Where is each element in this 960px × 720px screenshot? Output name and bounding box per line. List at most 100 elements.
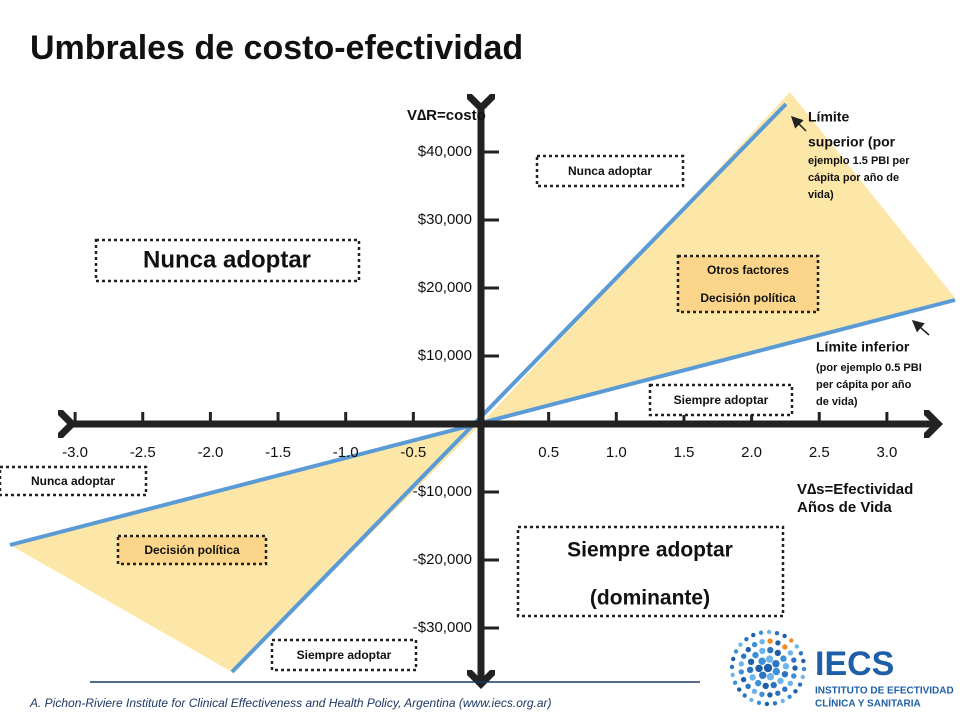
logo-dot bbox=[764, 701, 770, 707]
box bbox=[94, 238, 361, 283]
logo-dot bbox=[746, 666, 754, 673]
logo-dot bbox=[800, 674, 805, 680]
box bbox=[0, 465, 148, 497]
region-label: Decisión política bbox=[700, 291, 796, 305]
logo-dot bbox=[758, 657, 766, 665]
logo-dot bbox=[780, 698, 785, 704]
ticks: -3.0 -2.5 -2.0 -1.5 -1.0 -0.5 0.5 1.0 1.5 2.0 2.5 3… bbox=[62, 143, 897, 636]
logo-dot bbox=[792, 665, 798, 671]
annotation-arrow bbox=[790, 115, 807, 132]
y-tick-label: $20,000 bbox=[418, 279, 472, 296]
logo-dot bbox=[740, 676, 747, 683]
logo-dot bbox=[733, 649, 739, 654]
logo-dot bbox=[762, 682, 769, 690]
logo-dot bbox=[801, 666, 807, 672]
annotation-line: Límite inferior bbox=[816, 339, 910, 355]
logo-dot bbox=[797, 682, 803, 687]
logo-dot bbox=[782, 663, 790, 670]
annotation-line: cápita por año de bbox=[808, 172, 899, 184]
logo-dot bbox=[780, 655, 787, 662]
x-tick-label: 2.0 bbox=[741, 444, 762, 461]
region-label: Nunca adoptar bbox=[31, 474, 115, 488]
logo-dot bbox=[731, 656, 736, 662]
logo-dot bbox=[777, 677, 784, 685]
logo-dot bbox=[738, 661, 744, 667]
x-tick-label: -1.5 bbox=[265, 444, 291, 461]
annotation: Límite superior (por ejemplo 1.5 PBI per… bbox=[808, 109, 922, 408]
annotation-line: Límite bbox=[808, 109, 849, 125]
annotation-line: (por ejemplo 0.5 PBI bbox=[816, 362, 922, 374]
logo-dot bbox=[737, 687, 742, 692]
logo-dot bbox=[787, 680, 793, 686]
region-label: Otros factores bbox=[707, 263, 789, 277]
axes bbox=[72, 108, 938, 684]
region-label: Nunca adoptar bbox=[143, 246, 311, 273]
annotation-line: ejemplo 1.5 PBI per bbox=[808, 155, 910, 167]
x-tick-label: -0.5 bbox=[400, 444, 426, 461]
logo-dot bbox=[767, 646, 774, 654]
annotation-line: de vida) bbox=[816, 396, 858, 408]
annotation-line: per cápita por año bbox=[816, 379, 912, 391]
upper-threshold bbox=[230, 102, 788, 674]
logo-dot bbox=[751, 641, 758, 648]
logo-dot bbox=[801, 658, 806, 664]
logo-dot bbox=[745, 646, 751, 653]
logo-dot bbox=[774, 631, 780, 636]
logo-dot bbox=[738, 669, 744, 675]
region-label: Decisión política bbox=[144, 543, 240, 557]
x-tick-label: 1.0 bbox=[606, 444, 627, 461]
logo-dot bbox=[781, 671, 789, 678]
logo-dot bbox=[759, 647, 766, 655]
y-tick-label: $10,000 bbox=[418, 347, 472, 364]
logo-line: CLÍNICA Y SANITARIA bbox=[815, 697, 921, 710]
logo-dot bbox=[741, 653, 747, 659]
logo-dot bbox=[747, 658, 755, 665]
logo-dot bbox=[794, 644, 799, 649]
x-axis-label: Años de Vida bbox=[797, 499, 892, 516]
logo-line: INSTITUTO DE EFECTIVIDAD bbox=[815, 686, 954, 697]
box bbox=[648, 383, 794, 417]
region-label: Siempre adoptar bbox=[567, 539, 733, 562]
logo-dot bbox=[787, 694, 792, 699]
y-tick-label: -$20,000 bbox=[413, 551, 472, 568]
annotation-arrow bbox=[911, 320, 930, 336]
x-tick-label: -2.0 bbox=[197, 444, 223, 461]
x-axis-label: V∆s=Efectividad bbox=[797, 481, 913, 498]
region-label: Siempre adoptar bbox=[297, 648, 392, 662]
x-tick-label: 1.5 bbox=[674, 444, 695, 461]
logo-dot bbox=[742, 693, 747, 698]
logo-dot bbox=[791, 673, 797, 679]
logo-dot bbox=[789, 638, 794, 643]
logo-dot bbox=[751, 632, 756, 638]
logo-dot bbox=[787, 650, 794, 656]
logo-dot bbox=[755, 664, 763, 673]
logo-dot bbox=[745, 683, 751, 689]
region-label: Siempre adoptar bbox=[674, 393, 769, 407]
logo-dot bbox=[775, 690, 781, 696]
title: Umbrales de costo-efectividad bbox=[30, 29, 523, 67]
footer: A. Pichon-Riviere Institute for Clinical… bbox=[29, 696, 552, 710]
y-tick-label: -$30,000 bbox=[413, 619, 472, 636]
x-tick-label: -2.5 bbox=[130, 444, 156, 461]
logo-name: IECS bbox=[815, 645, 894, 683]
region-label: (dominante) bbox=[590, 587, 710, 610]
logo-dot bbox=[759, 691, 765, 697]
box bbox=[535, 154, 685, 188]
logo-dot bbox=[793, 689, 798, 694]
x-tick-label: -3.0 bbox=[62, 444, 88, 461]
annotation-line: vida) bbox=[808, 189, 834, 201]
box bbox=[270, 638, 418, 672]
logo-dot bbox=[759, 639, 765, 645]
logo-dot bbox=[730, 672, 735, 678]
y-tick-label: $40,000 bbox=[418, 143, 472, 160]
logo-dot bbox=[770, 681, 777, 689]
logo-dot bbox=[763, 663, 773, 673]
logo-mark bbox=[729, 629, 807, 707]
logo-dot bbox=[749, 674, 756, 681]
logo-dot bbox=[766, 629, 772, 635]
logo-dot bbox=[752, 651, 759, 659]
y-axis-label: V∆R=costo bbox=[407, 107, 486, 124]
y-tick-label: $30,000 bbox=[418, 211, 472, 228]
